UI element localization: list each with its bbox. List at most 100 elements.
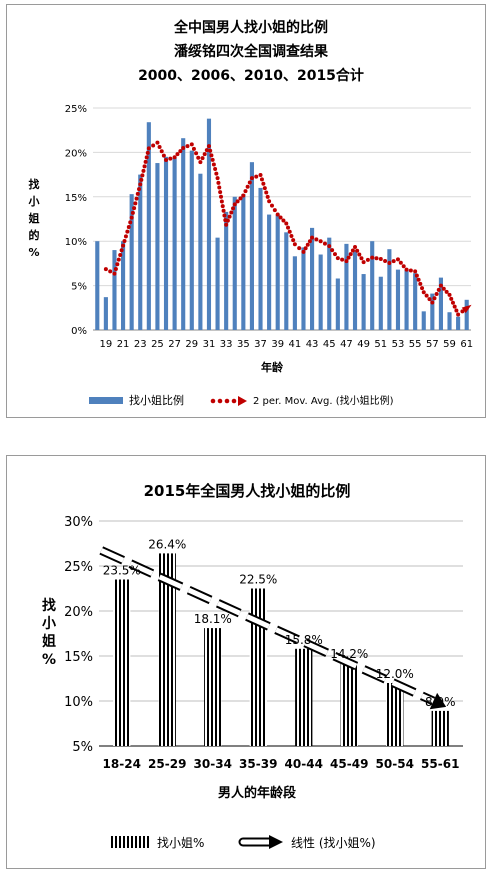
bar <box>404 269 409 330</box>
trend-dot <box>340 257 345 262</box>
trend-dot <box>267 199 272 204</box>
bar <box>158 553 176 746</box>
y-tick-label: 20% <box>64 605 93 620</box>
trend-dot <box>224 222 229 227</box>
bar <box>292 256 297 330</box>
trend-dot <box>262 186 267 191</box>
trend-dot <box>374 256 379 261</box>
trend-dot <box>278 215 283 220</box>
bar <box>456 316 461 330</box>
trend-dot <box>359 256 364 261</box>
trend-dot <box>301 249 306 254</box>
trend-dot <box>365 257 370 262</box>
trend-dot <box>314 237 319 242</box>
x-tick-label: 50-54 <box>376 757 414 771</box>
trend-dot <box>126 224 131 229</box>
trend-dot <box>194 151 199 156</box>
trend-dot <box>172 155 177 160</box>
trend-dot <box>116 257 121 262</box>
x-axis-label: 年龄 <box>261 360 284 374</box>
trend-dot <box>146 146 151 151</box>
trend-dot <box>444 289 449 294</box>
trend-dot <box>289 233 294 238</box>
y-tick-label: 10% <box>65 237 87 248</box>
trend-dot <box>144 155 149 160</box>
trend-dot <box>460 309 465 314</box>
y-axis-label-char: 找 <box>42 597 56 614</box>
trend-dot <box>132 206 137 211</box>
trend-dot <box>122 238 127 243</box>
trend-line-fill <box>100 548 435 704</box>
bar <box>249 162 254 330</box>
bar <box>327 237 332 330</box>
trend-dot <box>452 304 457 309</box>
bar <box>387 249 392 330</box>
trend-dot <box>213 167 218 172</box>
trend-dot <box>454 308 459 313</box>
trend-dot <box>220 204 225 209</box>
trend-dot <box>227 214 232 219</box>
chart-subtitle-years: 2000、2006、2010、2015合计 <box>138 67 364 84</box>
trend-dot <box>330 248 335 253</box>
x-tick-label: 55-61 <box>421 757 459 771</box>
trend-dot <box>421 290 426 295</box>
trend-dot <box>133 201 138 206</box>
data-label: 26.4% <box>148 537 186 551</box>
y-tick-label: 15% <box>64 650 93 665</box>
trend-dot <box>243 189 248 194</box>
trend-dot <box>159 149 164 154</box>
x-tick-label: 33 <box>220 339 233 350</box>
y-tick-label: 30% <box>64 515 93 530</box>
trend-dot <box>348 252 353 257</box>
trend-dot <box>450 300 455 305</box>
trend-dot <box>115 262 120 267</box>
bar <box>344 243 349 330</box>
trend-dot <box>208 148 213 153</box>
trend-dot <box>424 293 429 298</box>
x-tick-label: 39 <box>271 339 284 350</box>
data-label: 12.0% <box>376 667 414 681</box>
trend-dot <box>322 241 327 246</box>
trend-dot <box>245 184 250 189</box>
x-tick-label: 35 <box>237 339 250 350</box>
trend-dot <box>254 174 259 179</box>
trend-dot <box>291 238 296 243</box>
bar <box>204 628 222 746</box>
trend-dot <box>441 286 446 291</box>
bar <box>284 232 289 330</box>
trend-dot <box>222 213 227 218</box>
trend-dot <box>395 257 400 262</box>
trend-dot <box>332 252 337 257</box>
trend-dot <box>231 206 236 211</box>
bar <box>258 187 263 330</box>
bar <box>241 194 246 330</box>
trend-dot <box>229 210 234 215</box>
trend-dot <box>398 260 403 265</box>
bar <box>138 174 143 330</box>
x-tick-label: 25-29 <box>148 757 186 771</box>
trend-dot <box>275 212 280 217</box>
trend-dot <box>103 267 108 272</box>
trend-dot <box>447 292 452 297</box>
trend-dot <box>164 157 169 162</box>
y-axis-label-char: 姐 <box>42 633 56 650</box>
legend-swatch-bars <box>89 397 123 404</box>
trend-dot <box>141 168 146 173</box>
trend-dot <box>414 273 419 278</box>
bar <box>430 293 435 330</box>
trend-dot <box>219 199 224 204</box>
bar <box>340 663 358 746</box>
trend-dot <box>145 150 150 155</box>
trend-dot <box>387 260 392 265</box>
trend-dot <box>139 177 144 182</box>
trend-dot <box>175 152 180 157</box>
trend-dot <box>123 234 128 239</box>
bar <box>447 312 452 330</box>
bar <box>438 277 443 330</box>
bar <box>386 683 404 746</box>
trend-dot <box>121 243 126 248</box>
x-tick-label: 59 <box>443 339 456 350</box>
trend-dot <box>225 218 230 223</box>
legend-swatch-trend <box>238 835 283 849</box>
trend-dot <box>432 296 437 301</box>
